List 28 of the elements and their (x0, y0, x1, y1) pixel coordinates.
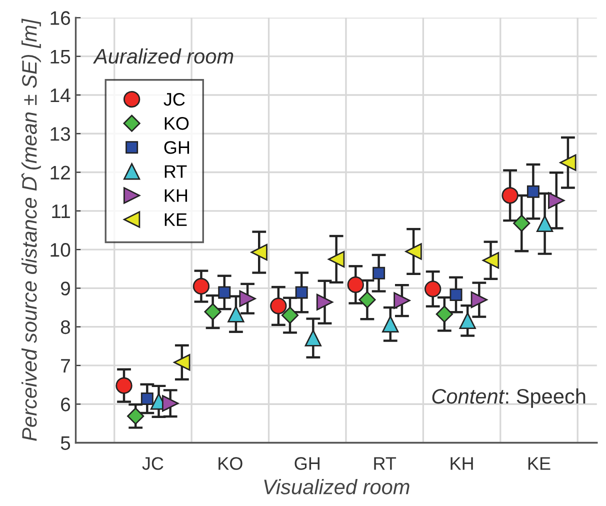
legend-label: RT (164, 165, 187, 178)
legend-title: Auralized room (92, 48, 234, 64)
x-tick-label: GH (294, 457, 320, 470)
y-tick-label: 7 (61, 359, 70, 373)
y-tick-label: 6 (61, 398, 70, 412)
x-tick-label: RT (374, 457, 396, 470)
y-tick-label: 9 (60, 282, 70, 296)
legend-label: GH (164, 141, 190, 154)
y-tick-label: 11 (52, 204, 70, 218)
y-axis-title: Perceived source distance D̂ (mean ± SE) [m] (21, 18, 41, 441)
x-tick-label: KE (528, 457, 550, 470)
y-tick-label: 13 (50, 127, 70, 141)
annotation: Content: Speech (432, 388, 586, 408)
y-tick-label: 5 (60, 436, 70, 450)
y-tick-label: 16 (50, 11, 70, 25)
x-tick-label: KH (450, 457, 473, 470)
legend-label: KH (164, 189, 188, 202)
x-tick-label: JC (142, 457, 164, 470)
x-tick-label: KO (218, 457, 242, 470)
y-tick-label: 12 (50, 166, 70, 180)
y-tick-label: 10 (50, 243, 70, 257)
y-tick-label: 14 (50, 88, 70, 102)
legend-label: KE (164, 213, 187, 226)
y-tick-label: 15 (50, 50, 70, 64)
y-tick-label: 8 (60, 320, 70, 334)
x-axis-title: Visualized room (264, 479, 410, 494)
legend-label: JC (164, 92, 185, 106)
legend-label: KO (164, 117, 189, 130)
